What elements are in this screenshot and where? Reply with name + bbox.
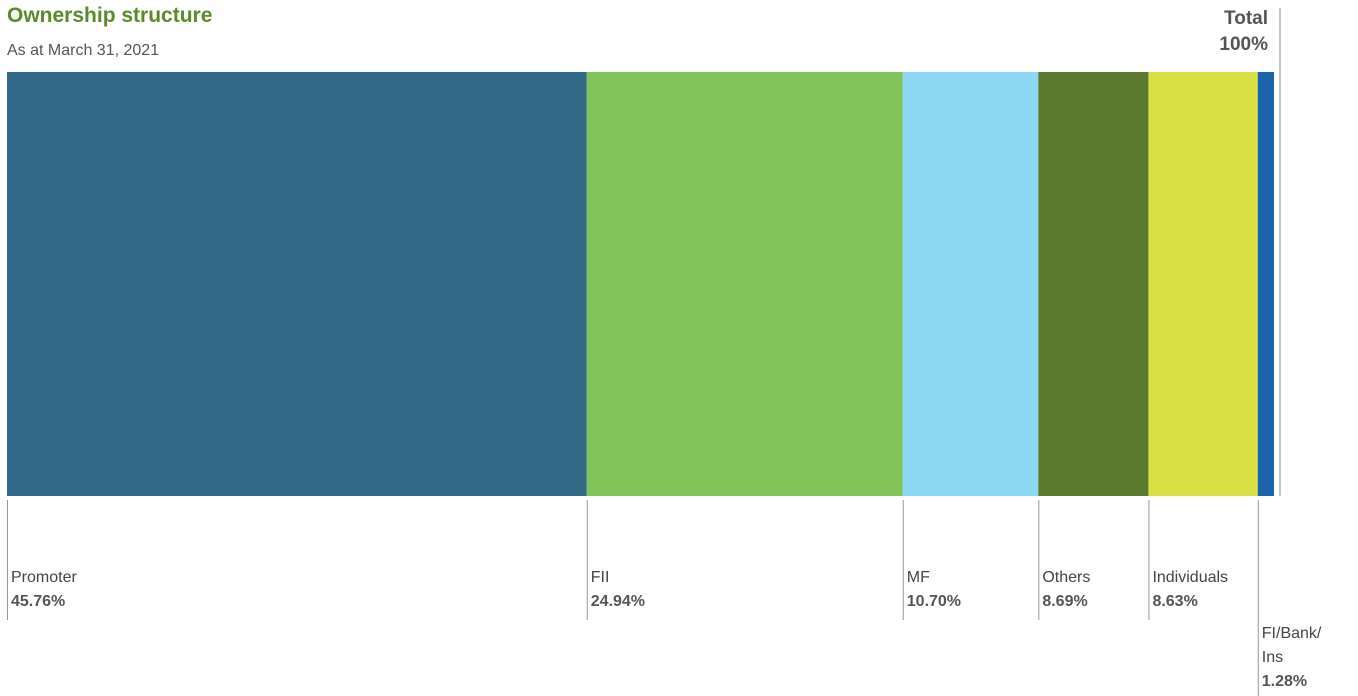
total-value: 100% (1219, 34, 1268, 55)
value-label: 8.69% (1042, 593, 1088, 610)
segment-label: Individuals 8.63% (1152, 566, 1228, 614)
segment (586, 72, 903, 496)
value-label: 10.70% (906, 593, 962, 610)
segment-label: Others 8.69% (1042, 566, 1090, 614)
category-label: Individuals (1152, 569, 1229, 586)
category-label: MF (906, 569, 930, 586)
category-label: FI/Bank/ Ins (1261, 625, 1322, 666)
segment (1148, 72, 1258, 496)
value-label: 45.76% (11, 593, 66, 610)
chart-title: Ownership structure (7, 4, 213, 27)
total-label: Total (1224, 8, 1268, 29)
segment (7, 72, 587, 496)
segment (902, 72, 1039, 496)
segment-label: MF 10.70% (907, 566, 961, 614)
total: Total 100% (1219, 6, 1268, 58)
value-label: 8.63% (1152, 593, 1198, 610)
segment-label: FI/Bank/ Ins 1.28% (1262, 622, 1322, 694)
segment (1038, 72, 1149, 496)
segment-label: FII 24.94% (591, 566, 645, 614)
chart-subtitle: As at March 31, 2021 (7, 42, 160, 59)
value-label: 1.28% (1261, 673, 1308, 690)
value-label: 24.94% (590, 593, 646, 610)
category-label: FII (590, 569, 610, 586)
category-label: Promoter (11, 569, 77, 586)
segment-label: Promoter 45.76% (11, 566, 77, 614)
segment (1257, 72, 1274, 496)
category-label: Others (1042, 569, 1091, 586)
